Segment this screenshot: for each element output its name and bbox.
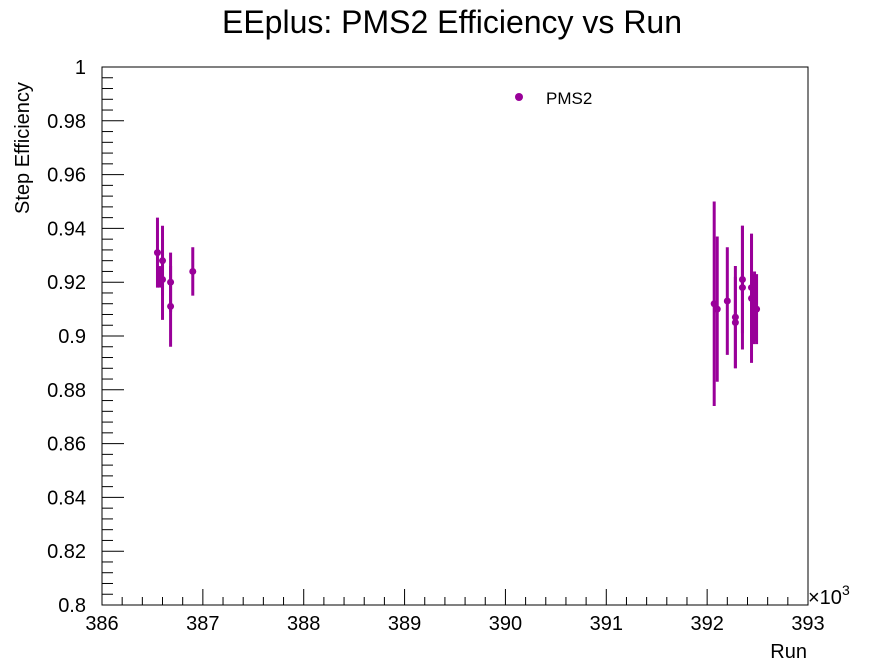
x-tick-label: 387 <box>186 613 219 635</box>
x-axis: 386 387 388 389 390 391 392 393 <box>85 589 825 635</box>
x-tick-label: 393 <box>791 613 824 635</box>
chart-title: EEplus: PMS2 Efficiency vs Run <box>222 4 682 40</box>
x-tick-label: 392 <box>690 613 723 635</box>
data-point <box>167 302 175 310</box>
y-tick-label: 0.98 <box>47 111 86 133</box>
data-point <box>731 319 739 327</box>
data-point <box>189 267 197 275</box>
y-axis-label: Step Efficiency <box>12 82 34 214</box>
data-point <box>723 297 731 305</box>
y-tick-label: 0.94 <box>47 218 86 240</box>
legend-entry-pms2: PMS2 <box>546 89 592 108</box>
plot-frame <box>101 66 809 606</box>
y-axis: 0.8 0.82 0.84 0.86 0.88 0.9 0.92 0.94 0.96 0.98 1 <box>47 57 124 617</box>
legend-marker <box>515 93 523 101</box>
y-tick-label: 0.84 <box>47 487 86 509</box>
data-point <box>159 276 167 284</box>
x-axis-multiplier-base: ×10 <box>808 587 842 609</box>
x-axis-multiplier: ×103 <box>808 582 850 609</box>
x-tick-label: 388 <box>287 613 320 635</box>
data-point <box>738 284 746 292</box>
data-point <box>153 249 161 257</box>
legend: PMS2 <box>515 89 592 108</box>
x-axis-label: Run <box>770 641 807 663</box>
x-tick-label: 391 <box>590 613 623 635</box>
y-tick-label: 0.8 <box>58 595 86 617</box>
data-point <box>713 305 721 313</box>
y-tick-label: 0.88 <box>47 380 86 402</box>
y-tick-label: 0.86 <box>47 434 86 456</box>
y-tick-label: 0.92 <box>47 272 86 294</box>
data-series-pms2 <box>153 201 761 406</box>
y-tick-label: 0.82 <box>47 541 86 563</box>
x-tick-label: 390 <box>489 613 522 635</box>
y-tick-label: 1 <box>75 57 86 79</box>
x-tick-label: 386 <box>85 613 118 635</box>
y-tick-label: 0.9 <box>58 326 86 348</box>
data-point <box>753 305 761 313</box>
x-tick-label: 389 <box>388 613 421 635</box>
y-tick-label: 0.96 <box>47 165 86 187</box>
x-axis-multiplier-exponent: 3 <box>842 582 850 598</box>
